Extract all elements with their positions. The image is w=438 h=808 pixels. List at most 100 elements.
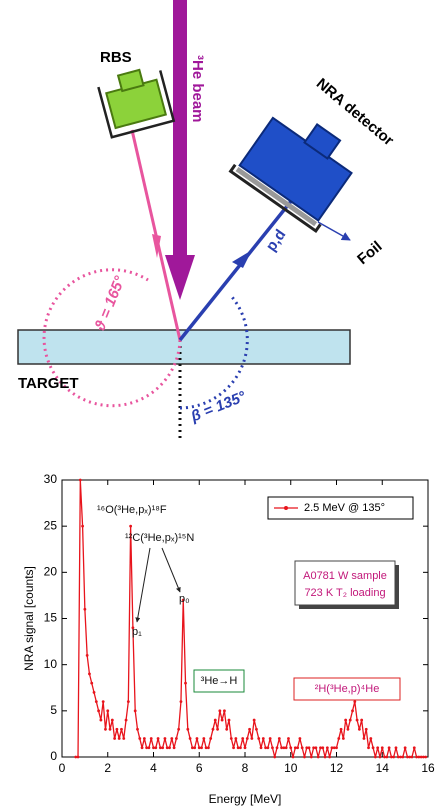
- data-point: [113, 737, 117, 740]
- data-point: [378, 755, 382, 759]
- data-point: [371, 746, 375, 750]
- data-point: [280, 746, 283, 750]
- data-point: [410, 755, 414, 759]
- data-point: [309, 755, 313, 759]
- data-point: [367, 746, 370, 750]
- data-point: [110, 718, 114, 722]
- data-point: [376, 746, 380, 750]
- data-point: [229, 737, 233, 740]
- data-point: [209, 737, 213, 740]
- data-point: [305, 746, 309, 750]
- data-point: [184, 681, 187, 685]
- x-tick-label: 10: [284, 761, 298, 775]
- data-point: [401, 755, 405, 759]
- data-point: [245, 737, 249, 740]
- foil-arrow: [317, 221, 351, 241]
- annotation: 723 K T₂ loading: [304, 587, 385, 599]
- data-point: [108, 727, 112, 731]
- data-point: [316, 755, 320, 759]
- data-point: [321, 746, 325, 750]
- data-point: [298, 737, 302, 740]
- data-point: [303, 755, 306, 759]
- data-point: [177, 727, 181, 731]
- data-point: [353, 700, 357, 703]
- y-tick-label: 5: [50, 703, 57, 717]
- data-point: [387, 746, 391, 750]
- data-point: [152, 746, 155, 750]
- data-point: [268, 737, 272, 740]
- data-point: [300, 746, 304, 750]
- x-tick-label: 12: [330, 761, 344, 775]
- data-point: [291, 755, 295, 759]
- x-tick-label: 6: [196, 761, 203, 775]
- data-point: [136, 727, 139, 731]
- data-point: [200, 746, 203, 750]
- data-point: [293, 746, 297, 750]
- data-point: [289, 746, 293, 750]
- annotation: p₀: [179, 593, 190, 605]
- data-point: [241, 737, 245, 740]
- data-point: [362, 737, 366, 740]
- data-point: [396, 755, 400, 759]
- data-point: [337, 737, 341, 740]
- beam: [173, 0, 187, 260]
- nra-detector: [228, 116, 353, 234]
- data-point: [154, 746, 158, 750]
- data-point: [195, 737, 199, 740]
- data-point: [424, 755, 428, 759]
- data-point: [239, 746, 242, 750]
- data-point: [204, 746, 208, 750]
- x-tick-label: 16: [421, 761, 435, 775]
- annotation: p₁: [132, 626, 142, 638]
- data-point: [403, 746, 407, 750]
- data-point: [138, 737, 142, 740]
- annotation: ¹⁶O(³He,pₓ)¹⁸F: [97, 504, 167, 516]
- data-point: [76, 755, 80, 759]
- theta-label: ϑ = 165°: [91, 273, 129, 334]
- data-point: [232, 746, 235, 750]
- data-point: [408, 755, 412, 759]
- data-point: [412, 746, 416, 750]
- data-point: [133, 709, 137, 713]
- data-point: [145, 746, 149, 750]
- data-point: [122, 737, 126, 740]
- data-point: [104, 727, 107, 731]
- y-tick-label: 15: [44, 611, 58, 625]
- beam-head: [165, 255, 195, 300]
- data-point: [147, 746, 151, 750]
- data-point: [419, 755, 423, 759]
- annotation: ¹²C(³He,pₓ)¹⁵N: [125, 532, 194, 544]
- data-point: [142, 737, 146, 740]
- x-tick-label: 4: [150, 761, 157, 775]
- annotation-arrow: [161, 547, 181, 593]
- data-point: [174, 737, 178, 740]
- data-point: [117, 737, 121, 740]
- data-point: [422, 755, 425, 759]
- data-point: [282, 746, 286, 750]
- data-point: [348, 718, 352, 722]
- x-tick-label: 14: [376, 761, 390, 775]
- data-point: [129, 524, 133, 528]
- data-point: [120, 727, 123, 731]
- rbs-label: RBS: [100, 49, 132, 66]
- data-point: [188, 737, 192, 740]
- data-point: [149, 737, 153, 740]
- data-point: [227, 718, 231, 722]
- data-point: [163, 737, 167, 740]
- data-point: [344, 718, 348, 722]
- x-tick-label: 8: [242, 761, 249, 775]
- data-point: [223, 709, 226, 713]
- data-point: [170, 737, 174, 740]
- beam-label: ³He beam: [189, 55, 206, 123]
- y-tick-label: 20: [44, 565, 58, 579]
- data-point: [140, 746, 144, 750]
- data-point: [390, 755, 393, 759]
- data-point: [284, 746, 288, 750]
- data-point: [165, 746, 169, 750]
- series-line: [75, 479, 426, 758]
- data-point: [328, 755, 332, 759]
- data-point: [335, 746, 338, 750]
- data-point: [330, 746, 334, 750]
- data-point: [360, 718, 364, 722]
